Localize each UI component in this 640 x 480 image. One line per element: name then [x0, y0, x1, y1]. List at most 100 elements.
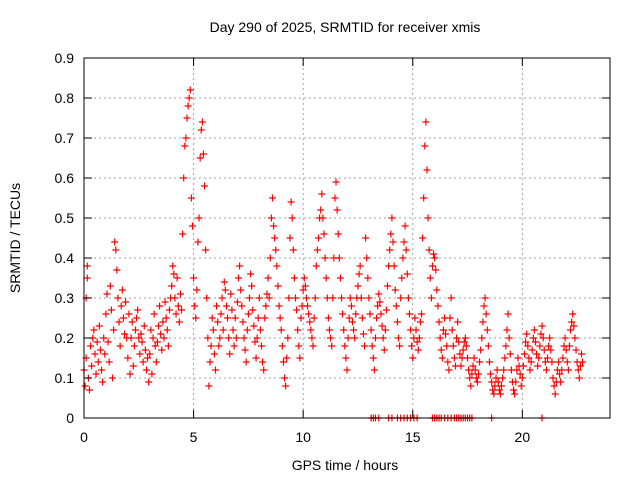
data-point: [563, 358, 571, 366]
data-point: [158, 346, 166, 354]
data-point: [147, 326, 155, 334]
data-point: [413, 338, 421, 346]
data-point: [400, 238, 408, 246]
data-point: [208, 314, 216, 322]
data-point: [355, 270, 363, 278]
data-point: [282, 382, 290, 390]
data-point: [104, 338, 112, 346]
data-point: [442, 330, 450, 338]
data-point: [283, 354, 291, 362]
data-point: [538, 322, 546, 330]
data-point: [173, 274, 181, 282]
data-point: [357, 294, 365, 302]
data-point: [548, 358, 556, 366]
data-point: [578, 350, 586, 358]
data-point: [187, 194, 195, 202]
data-point: [272, 246, 280, 254]
data-point: [412, 326, 420, 334]
data-point: [317, 206, 325, 214]
data-point: [425, 246, 433, 254]
data-point: [175, 318, 183, 326]
data-point: [99, 378, 107, 386]
chart-title: Day 290 of 2025, SRMTID for receiver xmi…: [210, 19, 481, 35]
data-point: [562, 346, 570, 354]
data-point: [495, 386, 503, 394]
data-point: [212, 366, 219, 374]
data-point: [229, 326, 237, 334]
data-point: [150, 310, 158, 318]
data-point: [477, 346, 485, 354]
data-point: [210, 350, 218, 358]
data-point: [536, 342, 544, 350]
data-point: [117, 302, 125, 310]
data-point: [537, 330, 545, 338]
x-tick-label: 5: [190, 429, 198, 445]
data-point: [137, 330, 145, 338]
data-point: [231, 314, 239, 322]
data-point: [244, 310, 252, 318]
data-point: [579, 358, 587, 366]
data-point: [230, 342, 238, 350]
data-point: [443, 342, 451, 350]
x-tick-label: 10: [295, 429, 311, 445]
data-point: [472, 374, 480, 382]
data-point: [127, 334, 135, 342]
data-point: [402, 246, 410, 254]
data-point: [165, 306, 173, 314]
data-point: [202, 246, 210, 254]
data-point: [243, 326, 251, 334]
data-point: [237, 286, 245, 294]
data-point: [525, 354, 533, 362]
data-point: [422, 118, 430, 126]
data-point: [107, 306, 115, 314]
data-point: [461, 334, 469, 342]
data-point: [106, 282, 114, 290]
data-point: [404, 294, 412, 302]
data-point: [276, 314, 284, 322]
data-point: [278, 342, 286, 350]
data-point: [503, 326, 511, 334]
data-point: [556, 370, 564, 378]
data-point: [130, 342, 138, 350]
data-point: [428, 262, 436, 270]
data-point: [454, 318, 462, 326]
data-point: [206, 358, 214, 366]
data-point: [240, 334, 248, 342]
data-point: [450, 354, 458, 362]
data-point: [259, 358, 267, 366]
data-point: [274, 282, 282, 290]
data-point: [478, 334, 486, 342]
data-point: [239, 318, 247, 326]
y-tick-label: 0.1: [55, 370, 75, 386]
data-point: [549, 374, 557, 382]
data-point: [96, 346, 104, 354]
data-point: [275, 302, 283, 310]
data-point: [344, 334, 352, 342]
data-point: [252, 354, 260, 362]
data-point: [351, 334, 359, 342]
data-point: [281, 374, 289, 382]
data-point: [513, 366, 521, 374]
data-point: [374, 302, 382, 310]
data-point: [467, 382, 475, 390]
data-point: [209, 326, 217, 334]
data-point: [448, 326, 456, 334]
data-point: [260, 366, 268, 374]
data-point: [152, 358, 160, 366]
data-point: [576, 362, 584, 370]
data-point: [361, 342, 369, 350]
data-point: [273, 262, 281, 270]
data-point: [185, 94, 193, 102]
data-point: [366, 310, 374, 318]
data-point: [193, 286, 201, 294]
data-point: [523, 330, 531, 338]
data-point: [247, 270, 255, 278]
data-point: [431, 254, 439, 262]
data-point: [356, 262, 364, 270]
data-point: [364, 274, 372, 282]
data-point: [91, 350, 99, 358]
data-point: [148, 370, 156, 378]
data-point: [415, 334, 423, 342]
data-point: [370, 366, 378, 374]
